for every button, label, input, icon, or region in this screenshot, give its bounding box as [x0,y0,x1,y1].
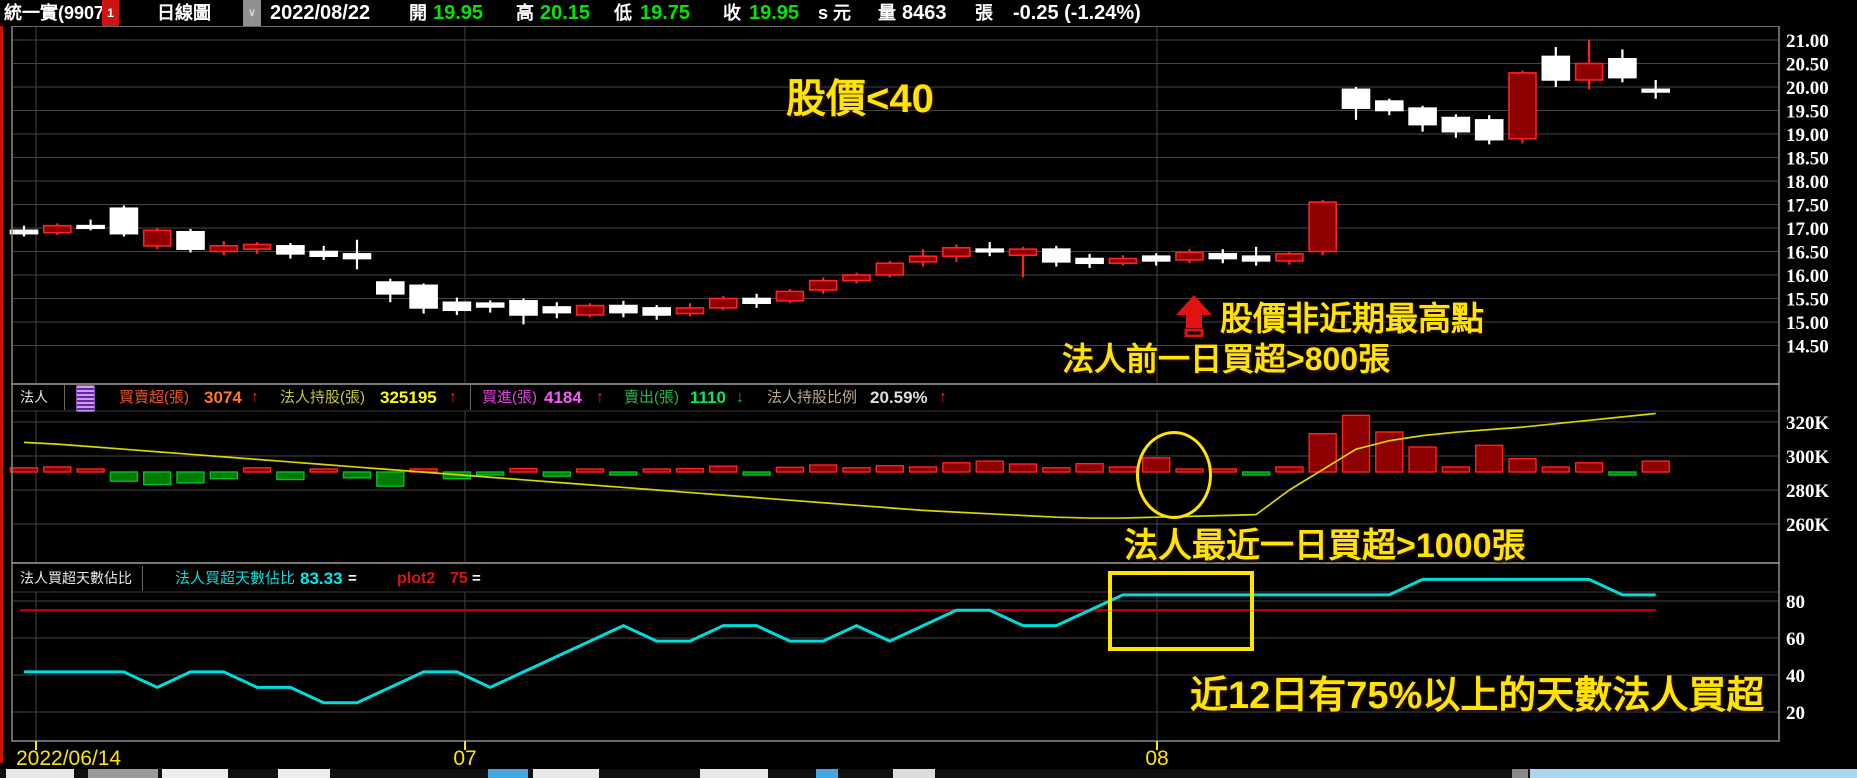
ratio-legend: 法人買超天數佔比 法人買超天數佔比 83.33 = plot2 75 = [12,566,1779,591]
svg-text:17.50: 17.50 [1786,196,1829,217]
buy-label: 買進(張) [482,389,537,406]
divider [64,385,65,410]
svg-text:18.50: 18.50 [1786,149,1829,170]
open-label: 開 [409,3,427,23]
equals-sign: = [348,570,357,587]
svg-text:60: 60 [1786,629,1805,650]
panel-title: 法人買超天數佔比 [20,570,132,586]
chevron-down-icon[interactable]: ∨ [243,0,261,26]
svg-text:15.50: 15.50 [1786,290,1829,311]
svg-text:18.00: 18.00 [1786,172,1829,193]
buy-value: 4184 [544,388,582,407]
svg-text:20: 20 [1786,703,1805,724]
panel-title: 法人 [20,389,48,405]
divider [142,566,143,591]
svg-text:80: 80 [1786,592,1805,613]
svg-text:20.00: 20.00 [1786,78,1829,99]
taskbar-item[interactable] [1512,769,1528,778]
taskbar-item[interactable] [6,769,74,778]
plot2-value: 75 [450,570,468,587]
netbuy-label: 買賣超(張) [119,389,189,406]
svg-text:16.50: 16.50 [1786,243,1829,264]
svg-text:2022/06/14: 2022/06/14 [16,747,121,770]
highlight-rectangle [1108,571,1254,651]
low-value: 19.75 [640,2,691,24]
holdings-label: 法人持股(張) [280,389,365,406]
alert-badge[interactable]: 1 [102,0,119,26]
volume-unit: 張 [975,3,993,23]
taskbar-item[interactable] [700,769,768,778]
taskbar-item[interactable] [893,769,935,778]
down-arrow-icon: ↓ [736,389,744,406]
stock-name[interactable]: 統一實(9907) [4,3,111,23]
taskbar-item[interactable] [162,769,228,778]
list-icon[interactable] [76,385,95,412]
up-arrow-icon: ↑ [449,389,457,406]
ratio-value: 20.59% [870,388,928,407]
info-bar: 統一實(9907) 1 日線圖 ∨ 2022/08/22 開 19.95 高 2… [0,0,1857,26]
up-arrow-icon: ↑ [251,389,259,406]
taskbar-strip[interactable] [0,769,1857,778]
annotation-not-recent-high: 股價非近期最高點 [1176,292,1484,340]
high-label: 高 [516,3,534,23]
taskbar-item[interactable] [1530,769,1857,778]
divider [470,385,471,410]
institutional-legend: 法人 買賣超(張) 3074 ↑ 法人持股(張) 325195 ↑ 買進(張) … [12,385,1779,412]
svg-text:19.50: 19.50 [1786,102,1829,123]
volume-label: 量 [878,3,896,23]
chart-type[interactable]: 日線圖 [157,3,211,23]
svg-text:16.00: 16.00 [1786,266,1829,287]
taskbar-item[interactable] [488,769,528,778]
change-value: -0.25 (-1.24%) [1013,2,1141,24]
taskbar-item[interactable] [278,769,330,778]
svg-text:300K: 300K [1786,447,1830,468]
svg-text:20.50: 20.50 [1786,55,1829,76]
annotation-12day-ratio: 近12日有75%以上的天數法人買超 [1190,675,1765,717]
ratio-series-value: 83.33 [300,569,343,588]
netbuy-value: 3074 [204,388,242,407]
highlight-circle [1136,431,1212,519]
sell-value: 1110 [690,388,726,407]
svg-text:19.00: 19.00 [1786,125,1829,146]
unit-label: s 元 [818,3,852,23]
svg-text:320K: 320K [1786,413,1830,434]
up-arrow-icon: ↑ [596,389,604,406]
volume-value: 8463 [902,2,947,24]
svg-text:40: 40 [1786,666,1805,687]
svg-text:08: 08 [1145,747,1168,770]
red-up-arrow-icon [1176,295,1212,337]
svg-text:21.00: 21.00 [1786,31,1829,52]
close-value: 19.95 [749,2,800,24]
svg-text:14.50: 14.50 [1786,337,1829,358]
svg-text:07: 07 [453,747,476,770]
plot2-label: plot2 [397,570,436,587]
svg-text:15.00: 15.00 [1786,313,1829,334]
open-value: 19.95 [433,2,484,24]
sell-label: 賣出(張) [624,389,679,406]
taskbar-item[interactable] [88,769,158,778]
annotation-price-under-40: 股價<40 [786,77,934,121]
ratio-series-label: 法人買超天數佔比 [175,570,296,587]
up-arrow-icon: ↑ [939,389,947,406]
annotation-prev-day-buy: 法人前一日買超>800張 [1062,341,1391,377]
high-value: 20.15 [540,2,591,24]
close-label: 收 [723,3,741,23]
svg-text:260K: 260K [1786,515,1830,536]
svg-text:17.00: 17.00 [1786,219,1829,240]
low-label: 低 [614,3,632,23]
taskbar-item[interactable] [816,769,838,778]
svg-text:280K: 280K [1786,481,1830,502]
equals-sign: = [472,570,481,587]
date-value: 2022/08/22 [270,2,371,24]
holdings-value: 325195 [380,388,437,407]
taskbar-item[interactable] [533,769,599,778]
annotation-recent-day-buy: 法人最近一日買超>1000張 [1124,527,1526,565]
ratio-label: 法人持股比例 [767,389,858,406]
